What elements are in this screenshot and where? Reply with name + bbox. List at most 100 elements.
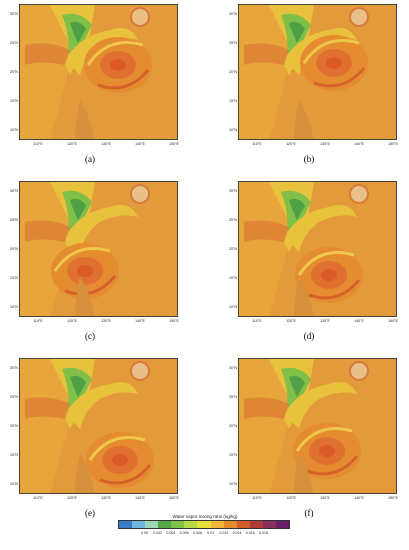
moisture-contour [65,27,138,75]
longitude-tick-label: 110°E [252,319,262,323]
latitude-tick-label: 25°N [9,395,18,399]
colorbar-tick-label: 0.01 [207,531,215,535]
moisture-contour [239,182,299,316]
moisture-contour [130,7,150,27]
moisture-contour [110,59,126,71]
moisture-contour [294,277,314,316]
longitude-tick-label: 130°E [101,142,111,146]
longitude-tick-label: 110°E [252,496,262,500]
moisture-contour [97,69,150,90]
longitude-tick-label: 110°E [33,142,43,146]
latitude-tick-label: 30°N [9,366,18,370]
latitude-tick-label: 10°N [228,128,237,132]
colorbar-cell [145,521,159,528]
colorbar [118,520,290,529]
moisture-contour [297,251,355,276]
longitude-tick-label: 150°E [169,496,179,500]
longitude-tick-label: 120°E [286,319,296,323]
moisture-contour [99,464,152,485]
latitude-tick-label: 25°N [9,41,18,45]
moisture-contour [70,198,86,220]
panel-label: (b) [303,154,315,164]
moisture-contour [244,397,289,419]
latitude-tick-label: 25°N [228,41,237,45]
moisture-contour [88,436,146,461]
longitude-tick-label: 150°E [169,142,179,146]
moisture-contour [284,381,357,429]
moisture-contour [306,455,359,476]
moisture-contour [130,361,150,381]
longitude-tick-label: 120°E [286,142,296,146]
longitude-tick-label: 110°E [33,319,43,323]
colorbar-tick-label: 0.014 [232,531,242,535]
latitude-tick-label: 20°N [9,70,18,74]
colorbar-cell [275,521,290,528]
latitude-tick-label: 25°N [228,395,237,399]
colorbar-cell [171,521,185,528]
colorbar-tick-labels: 0.00 0.002 0.004 0.006 0.008 0.01 0.012 0.014 0.… [118,531,290,539]
moisture-contour [75,277,95,316]
latitude-tick-label: 10°N [9,128,18,132]
moisture-contour [349,7,369,27]
moisture-field-map [238,4,397,140]
moisture-contour [20,5,80,139]
longitude-tick-label: 130°E [320,496,330,500]
longitude-tick-label: 140°E [354,496,364,500]
colorbar-tick-label: 0.012 [219,531,229,535]
colorbar-cell [249,521,263,528]
panel-label: (d) [303,331,315,341]
map-panel: 30°N 25°N 20°N 15°N 10°N 110°E 120°E 130°E 140°E… [219,0,399,166]
moisture-contour [295,427,353,452]
longitude-tick-label: 130°E [101,319,111,323]
colorbar-cell [132,521,146,528]
latitude-tick-label: 15°N [228,453,237,457]
colorbar-cell [197,521,211,528]
moisture-contour [70,21,86,43]
moisture-contour [321,269,337,281]
longitude-tick-label: 140°E [135,496,145,500]
latitude-tick-label: 30°N [228,12,237,16]
colorbar-tick-label: 0.002 [153,531,163,535]
longitude-tick-label: 140°E [135,142,145,146]
moisture-field-drawing [239,182,369,316]
map-panel: 30°N 25°N 20°N 15°N 10°N 110°E 120°E 130°E 140°E… [0,177,180,343]
colorbar-cell [119,521,133,528]
colorbar-cell [236,521,250,528]
latitude-tick-label: 30°N [9,189,18,193]
moisture-contour [313,67,366,88]
moisture-contour [20,359,80,493]
moisture-contour [239,5,299,139]
moisture-contour [289,21,305,43]
moisture-field-map [19,358,178,494]
longitude-tick-label: 140°E [135,319,145,323]
moisture-contour [25,220,70,242]
longitude-tick-label: 130°E [320,319,330,323]
latitude-tick-label: 30°N [228,366,237,370]
longitude-tick-label: 150°E [388,142,398,146]
moisture-contour [244,220,289,242]
map-panel: 30°N 25°N 20°N 15°N 10°N 110°E 120°E 130°E 140°E… [0,354,180,520]
moisture-contour [130,184,150,204]
moisture-contour [294,454,314,493]
latitude-tick-label: 20°N [9,247,18,251]
colorbar-tick-label: 0.006 [179,531,189,535]
colorbar-tick-label: 0.018 [259,531,269,535]
latitude-tick-label: 10°N [228,482,237,486]
moisture-contour [284,204,357,252]
moisture-field-map [19,4,178,140]
moisture-contour [349,184,369,204]
moisture-field-map [238,181,397,317]
moisture-contour [326,57,342,69]
moisture-contour [70,375,86,397]
longitude-tick-label: 130°E [101,496,111,500]
longitude-tick-label: 120°E [67,496,77,500]
latitude-tick-label: 10°N [9,482,18,486]
latitude-tick-label: 20°N [9,424,18,428]
moisture-field-drawing [20,359,154,493]
panel-label: (a) [85,154,95,164]
moisture-field-drawing [239,5,369,139]
latitude-tick-label: 15°N [9,276,18,280]
moisture-contour [86,41,144,66]
moisture-contour [20,182,80,316]
longitude-tick-label: 140°E [354,319,364,323]
